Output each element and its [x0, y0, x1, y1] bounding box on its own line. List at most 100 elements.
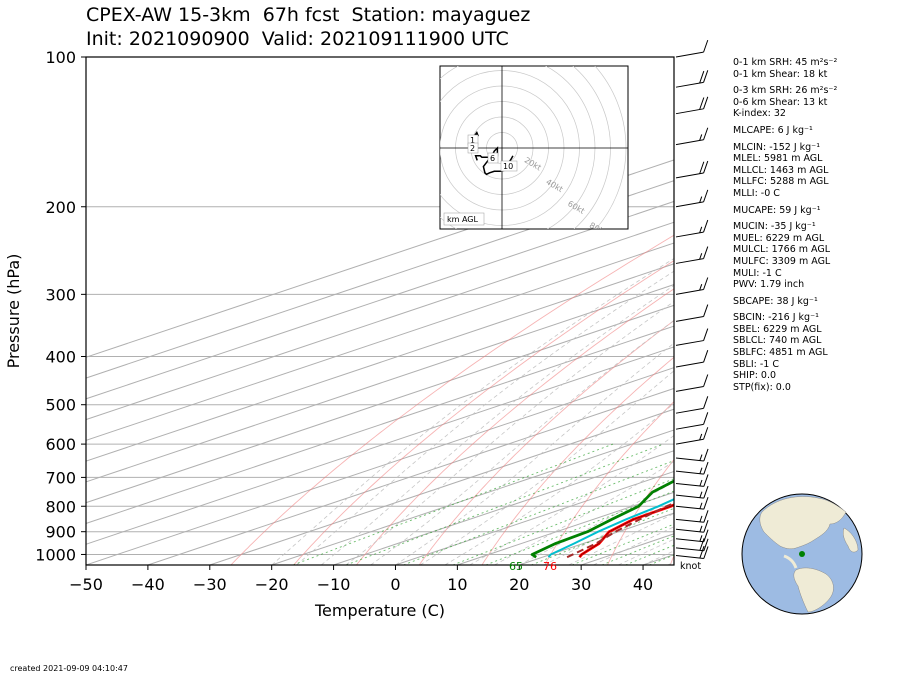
- wind-barb-staff: [675, 538, 704, 543]
- wind-barb: [675, 461, 709, 475]
- wind-barb-staff: [675, 316, 704, 322]
- wind-barb-staff: [675, 528, 704, 533]
- moist-adiabat-line: [395, 342, 674, 565]
- wind-barb-feather: [703, 328, 709, 341]
- index-line: SHIP: 0.0: [733, 370, 777, 382]
- wind-barb-staff: [675, 172, 704, 179]
- index-line: STP(fix): 0.0: [733, 381, 791, 393]
- wind-barb-feather: [699, 525, 703, 532]
- wind-barb-feather: [703, 461, 709, 475]
- isotherm-line: [271, 429, 674, 565]
- wind-barb-feather: [703, 127, 709, 140]
- isotherm-line: [395, 470, 674, 565]
- index-line: MLLFC: 5288 m AGL: [733, 176, 829, 188]
- index-line: PWV: 1.79 inch: [733, 279, 805, 291]
- wind-barb: [675, 189, 709, 208]
- x-tick-label: −10: [317, 575, 351, 594]
- wind-barb-staff: [675, 108, 704, 115]
- y-tick-label: 500: [45, 396, 76, 415]
- x-tick-label: −30: [193, 575, 227, 594]
- isotherm-line: [86, 200, 674, 400]
- plot-frame: [85, 56, 675, 566]
- hodograph-unit-label: km AGL: [447, 215, 479, 224]
- y-tick-label: 600: [45, 435, 76, 454]
- wind-barb-feather: [699, 538, 705, 551]
- moist-adiabat-line: [345, 301, 674, 565]
- wind-barb: [675, 219, 709, 238]
- moist-adiabat-line: [419, 370, 674, 565]
- wind-barb: [675, 538, 709, 552]
- wind-barb-feather: [699, 284, 703, 291]
- wind-barb-staff: [675, 423, 704, 430]
- wind-barb: [675, 304, 709, 322]
- hodograph-height-box: [487, 152, 499, 164]
- wind-barb-feather: [703, 520, 709, 533]
- isotherm-line: [86, 242, 674, 441]
- wind-barb-staff: [675, 201, 704, 208]
- wind-barb-staff: [675, 547, 704, 552]
- wind-barb: [675, 328, 709, 346]
- wind-barb-feather: [703, 427, 709, 440]
- wind-barb-staff: [675, 505, 704, 510]
- hodograph-height-label: 10: [503, 162, 513, 171]
- title-line-1: CPEX-AW 15-3km 67h fcst Station: mayague…: [86, 4, 531, 26]
- wind-barb-feather: [699, 433, 703, 441]
- dry-adiabat-line: [544, 400, 674, 565]
- isotherm-line: [86, 346, 674, 545]
- wind-barb-feather: [703, 529, 709, 542]
- isotherm-line: [86, 159, 674, 358]
- wind-barb: [675, 474, 709, 487]
- isotherm-line: [209, 408, 674, 565]
- temperature-outline-line: [579, 504, 674, 558]
- mixing-ratio-line: [531, 507, 674, 565]
- wind-barb: [675, 350, 709, 368]
- dry-adiabat-line: [293, 260, 674, 565]
- wind-barb-staff: [675, 385, 704, 392]
- moist-adiabat-line: [494, 461, 674, 565]
- wind-barb-feather: [703, 219, 709, 233]
- surface-temperature-label: 76: [543, 560, 557, 573]
- isotherm-line: [86, 263, 674, 462]
- x-tick-label: 40: [633, 575, 653, 594]
- dry-adiabat-line: [859, 57, 906, 565]
- y-tick-label: 700: [45, 468, 76, 487]
- wind-barb-staff: [675, 340, 704, 346]
- moist-adiabat-line: [271, 258, 674, 565]
- index-line: SBLFC: 4851 m AGL: [733, 347, 828, 359]
- wind-barb-staff: [675, 361, 704, 368]
- y-axis-label: Pressure (hPa): [4, 254, 23, 369]
- index-line: 0-1 km Shear: 18 kt: [733, 68, 828, 80]
- wind-barb-feather: [699, 196, 703, 203]
- x-tick-label: −50: [69, 575, 103, 594]
- dry-adiabat-line: [607, 458, 674, 565]
- mixing-ratio-line: [346, 443, 664, 565]
- wind-barb-feather: [703, 277, 709, 290]
- hodograph-height-label: 6: [490, 154, 495, 163]
- index-line: SBLCL: 740 m AGL: [733, 335, 822, 347]
- wind-barb: [675, 127, 709, 146]
- station-locator-globe: [741, 493, 863, 615]
- wind-barb-feather: [703, 546, 709, 559]
- y-tick-label: 100: [45, 48, 76, 67]
- wind-barb-staff: [675, 407, 704, 414]
- wind-barb: [675, 277, 709, 295]
- created-timestamp: created 2021-09-09 04:10:47: [10, 664, 128, 673]
- south-america-land: [793, 567, 834, 613]
- wind-barb-feather: [699, 253, 703, 260]
- y-tick-label: 300: [45, 285, 76, 304]
- index-line: 0-1 km SRH: 45 m²s⁻²: [733, 57, 838, 68]
- wind-barb-feather: [699, 467, 703, 474]
- wind-barb-feather: [699, 545, 705, 559]
- index-line: MULFC: 3309 m AGL: [733, 255, 831, 267]
- wind-barb: [675, 374, 709, 392]
- wind-barb-staff: [675, 258, 704, 264]
- index-line: MLCAPE: 6 J kg⁻¹: [733, 124, 813, 136]
- wetbulb-profile-line: [547, 498, 674, 558]
- wind-barb: [675, 396, 709, 414]
- wind-barb: [675, 545, 709, 559]
- x-axis-label: Temperature (C): [314, 601, 445, 620]
- wind-barb-feather: [703, 474, 709, 487]
- hodograph-height-label: 2: [470, 144, 475, 153]
